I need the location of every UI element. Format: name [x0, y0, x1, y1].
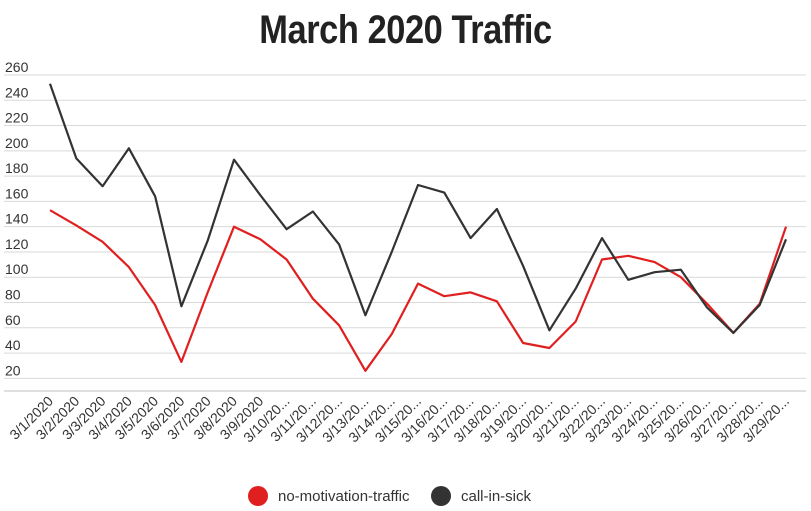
y-tick-label: 140 — [5, 211, 29, 227]
legend-item-no-motivation-traffic[interactable]: no-motivation-traffic — [248, 486, 409, 506]
y-tick-label: 100 — [5, 261, 29, 277]
y-tick-label: 220 — [5, 110, 29, 126]
y-tick-label: 120 — [5, 236, 29, 252]
y-tick-label: 180 — [5, 160, 29, 176]
legend-marker-red — [248, 486, 268, 506]
legend-item-call-in-sick[interactable]: call-in-sick — [431, 486, 531, 506]
legend-marker-dark — [431, 486, 451, 506]
y-tick-label: 80 — [5, 287, 21, 303]
legend-label: no-motivation-traffic — [278, 487, 410, 505]
y-axis-ticks: 20 40 60 80 100 120 140 160 180 200 220 240 260 — [5, 59, 29, 378]
y-tick-label: 160 — [5, 185, 29, 201]
series-line-call-in-sick[interactable] — [48, 83, 788, 334]
y-tick-label: 200 — [5, 135, 29, 151]
series-line-no-motivation-traffic[interactable] — [49, 209, 788, 372]
x-axis-ticks: 3/1/20203/2/20203/3/20203/4/20203/5/2020… — [6, 393, 792, 446]
y-tick-label: 60 — [5, 312, 21, 328]
gridlines — [4, 74, 806, 392]
line-chart: 20 40 60 80 100 120 140 160 180 200 220 240 260 3/1/… — [4, 59, 806, 446]
y-tick-label: 20 — [5, 362, 21, 378]
chart-title: March 2020 Traffic — [259, 8, 552, 52]
y-tick-label: 240 — [5, 84, 29, 100]
y-tick-label: 40 — [5, 337, 21, 353]
y-tick-label: 260 — [5, 59, 29, 75]
legend: no-motivation-traffic call-in-sick — [0, 486, 811, 510]
series-lines — [48, 83, 788, 372]
legend-label: call-in-sick — [461, 487, 532, 505]
